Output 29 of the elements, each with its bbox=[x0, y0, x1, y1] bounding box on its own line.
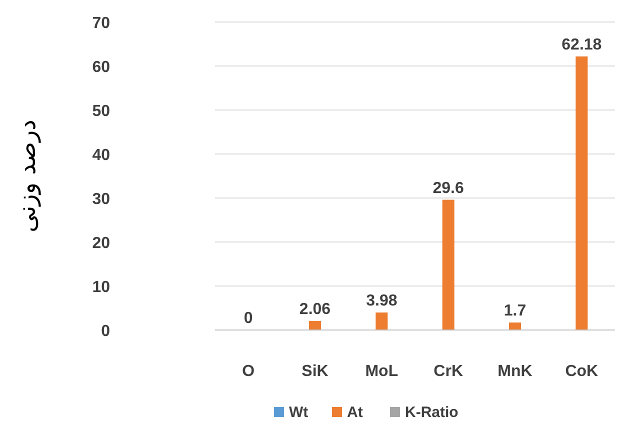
y-tick-label: 20 bbox=[92, 235, 110, 252]
x-tick-label: O bbox=[242, 363, 255, 380]
data-label: 0 bbox=[244, 310, 253, 327]
x-tick-label: CrK bbox=[434, 363, 464, 380]
y-tick-label: 30 bbox=[92, 191, 110, 208]
bar bbox=[376, 312, 388, 330]
x-tick-label: CoK bbox=[565, 363, 599, 380]
bar bbox=[309, 320, 321, 330]
data-label: 29.6 bbox=[432, 180, 464, 197]
bar bbox=[442, 200, 454, 330]
data-label: 3.98 bbox=[366, 292, 398, 310]
y-axis-title: درصد وزنی bbox=[13, 120, 41, 232]
y-tick-label: 0 bbox=[101, 323, 110, 340]
y-tick-label: 60 bbox=[92, 59, 110, 76]
bar bbox=[509, 322, 521, 330]
x-tick-label: MoL bbox=[365, 363, 398, 380]
x-tick-label: SiK bbox=[302, 363, 329, 380]
bar bbox=[576, 56, 588, 330]
data-label: 2.06 bbox=[299, 300, 331, 318]
y-tick-label: 10 bbox=[92, 279, 110, 296]
data-label: 62.18 bbox=[562, 36, 602, 54]
legend-label: K-Ratio bbox=[405, 404, 458, 421]
x-tick-label: MnK bbox=[498, 363, 533, 380]
legend-label: Wt bbox=[289, 404, 308, 421]
y-tick-label: 70 bbox=[92, 15, 110, 32]
y-tick-label: 40 bbox=[92, 147, 110, 164]
y-tick-label: 50 bbox=[92, 103, 110, 120]
data-label: 1.7 bbox=[504, 302, 526, 320]
legend-label: At bbox=[347, 404, 363, 421]
